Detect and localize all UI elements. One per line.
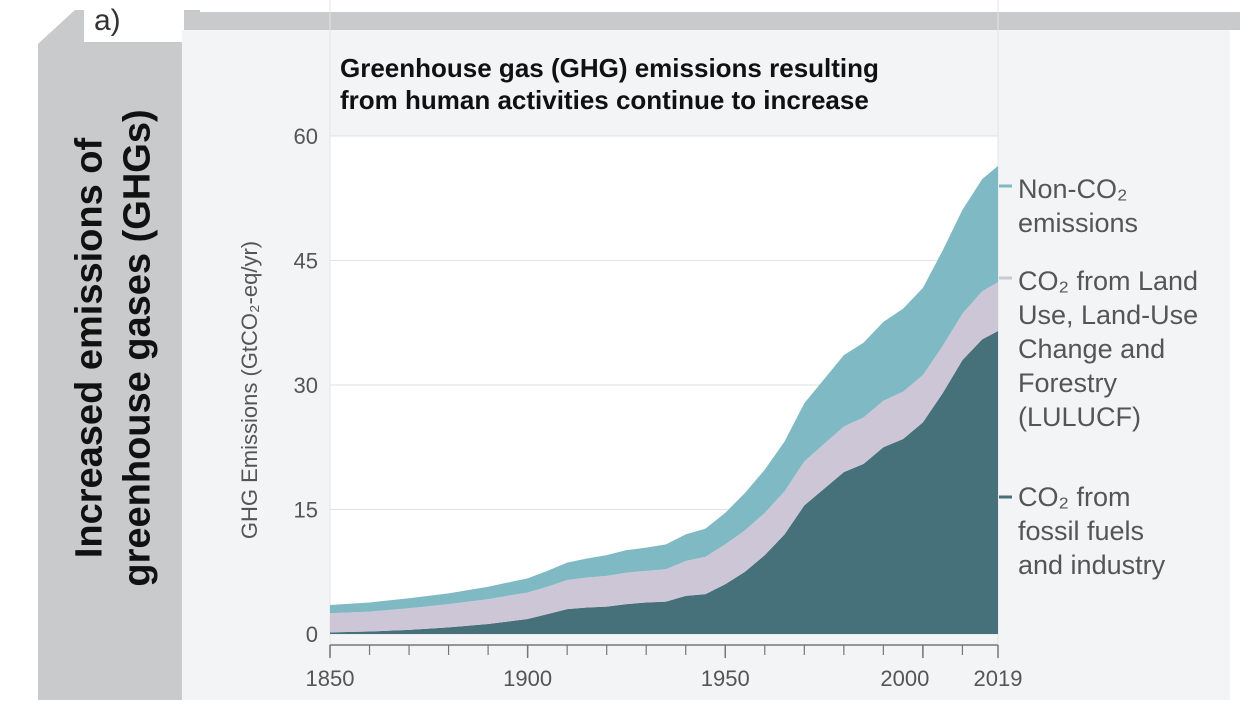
- legend-ticks: [999, 184, 1012, 499]
- legend-line: Change and: [1018, 334, 1166, 364]
- side-arrow-banner: [38, 10, 182, 700]
- legend-line: (LULUCF): [1018, 402, 1142, 432]
- y-axis-label-text: GHG Emissions (GtCO₂-eq/yr): [237, 240, 262, 540]
- legend-line: Non-CO₂: [1018, 174, 1128, 204]
- legend-line: CO₂ from: [1018, 482, 1131, 512]
- area-fossil: [330, 331, 998, 634]
- legend-line: CO₂ from Land: [1018, 266, 1199, 296]
- area-non_co2: [330, 165, 998, 614]
- side-heading-line2: greenhouse gases (GHGs): [117, 109, 159, 587]
- side-heading-line1: Increased emissions of: [69, 137, 111, 559]
- chart-title-line2: from human activities continue to increa…: [340, 85, 869, 115]
- stacked-areas: [330, 165, 998, 634]
- legend-line: fossil fuels: [1018, 516, 1145, 546]
- chart-title-line1: Greenhouse gas (GHG) emissions resulting: [340, 53, 879, 83]
- legend-line: and industry: [1018, 550, 1166, 580]
- legend-line: Use, Land-Use: [1018, 300, 1199, 330]
- y-tick-label: 60: [294, 124, 318, 149]
- x-tick-label: 1850: [306, 666, 355, 691]
- legend-label-lulucf: CO₂ from Land Use, Land-Use Change and Fore…: [1018, 264, 1198, 434]
- area-lulucf: [330, 282, 998, 633]
- y-axis-label: GHG Emissions (GtCO₂-eq/yr): [230, 185, 270, 595]
- y-tick-label: 45: [294, 249, 318, 274]
- y-tick-label: 0: [306, 622, 318, 647]
- y-tick-label: 15: [294, 498, 318, 523]
- x-tick-label: 2000: [880, 666, 929, 691]
- x-tick-label: 2019: [974, 666, 1023, 691]
- chart-title: Greenhouse gas (GHG) emissions resulting…: [340, 52, 980, 116]
- side-heading: Increased emissions of greenhouse gases …: [48, 88, 180, 608]
- legend-line: emissions: [1018, 208, 1139, 238]
- x-tick-label: 1950: [701, 666, 750, 691]
- x-tick-label: 1900: [503, 666, 552, 691]
- legend-line: Forestry: [1018, 368, 1118, 398]
- legend-label-fossil: CO₂ from fossil fuels and industry: [1018, 480, 1165, 582]
- top-band: [200, 12, 1240, 30]
- axes: 0 15 30 45 60 1850 1900 1950 2000 2019: [294, 124, 1023, 691]
- panel-letter-box: [84, 2, 184, 42]
- y-tick-label: 30: [294, 373, 318, 398]
- panel-letter: a): [94, 4, 121, 37]
- legend-label-non_co2: Non-CO₂ emissions: [1018, 172, 1138, 240]
